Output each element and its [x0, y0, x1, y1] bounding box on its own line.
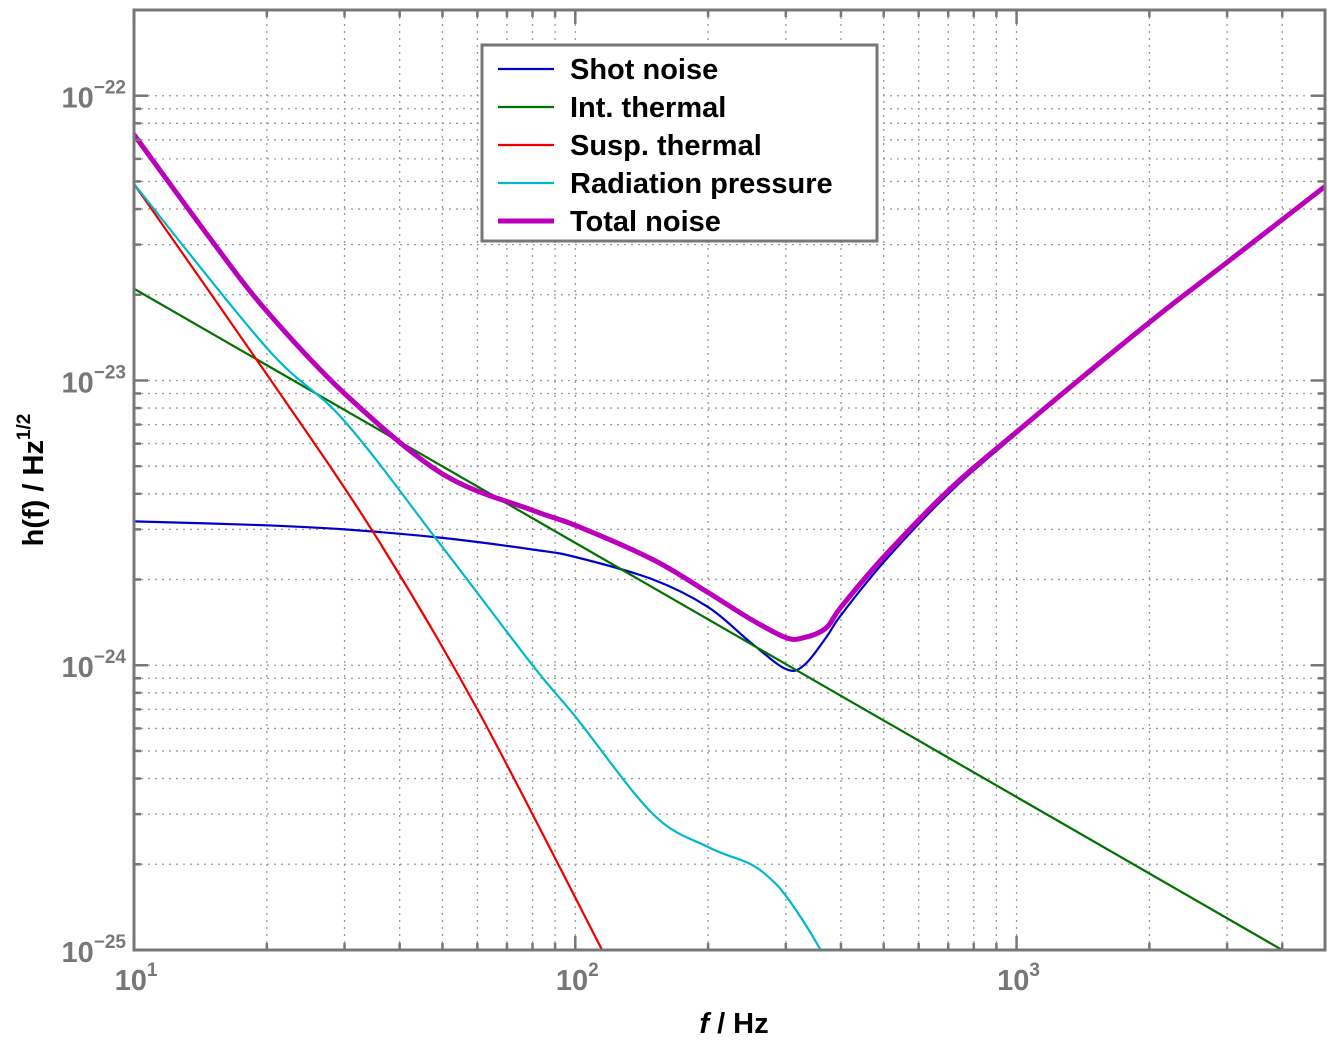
series-line-radiation-pressure	[134, 182, 822, 950]
legend-label: Susp. thermal	[570, 130, 762, 162]
y-axis-label-sup: 1/2	[14, 414, 35, 440]
legend: Shot noise Int. thermal Susp. thermal Radia…	[480, 43, 879, 243]
y-axis-label-base: h(f) / Hz	[18, 440, 50, 546]
x-tick-label: 101	[115, 960, 158, 997]
legend-label: Int. thermal	[570, 92, 726, 124]
y-tick-label: 10−23	[62, 362, 127, 399]
legend-label: Radiation pressure	[570, 168, 833, 200]
svg-text:h(f) / Hz1/2: h(f) / Hz1/2	[14, 414, 50, 547]
x-tick-label: 102	[556, 960, 599, 997]
y-axis-label: h(f) / Hz1/2	[14, 414, 50, 547]
series-line-shot-noise	[134, 185, 1325, 672]
y-tick-label: 10−24	[62, 647, 127, 684]
series-line-int-thermal	[134, 287, 1284, 950]
plot-frame	[132, 8, 1327, 952]
legend-label: Shot noise	[570, 54, 718, 86]
x-tick-label: 103	[997, 960, 1040, 997]
axis-ticks: 101 102 103 10−25 10−24 10−23 10−22	[62, 8, 1327, 997]
series-lines	[134, 132, 1325, 950]
svg-text:f / Hz: f / Hz	[699, 1008, 768, 1040]
series-line-total-noise	[134, 132, 1325, 642]
x-axis-label: f / Hz	[699, 1008, 768, 1040]
y-tick-label: 10−25	[62, 932, 127, 969]
y-tick-label: 10−22	[62, 78, 127, 115]
series-line-susp-thermal	[134, 182, 604, 950]
legend-box	[480, 43, 879, 243]
x-axis-label-rest: / Hz	[709, 1008, 769, 1040]
legend-label: Total noise	[570, 206, 721, 238]
